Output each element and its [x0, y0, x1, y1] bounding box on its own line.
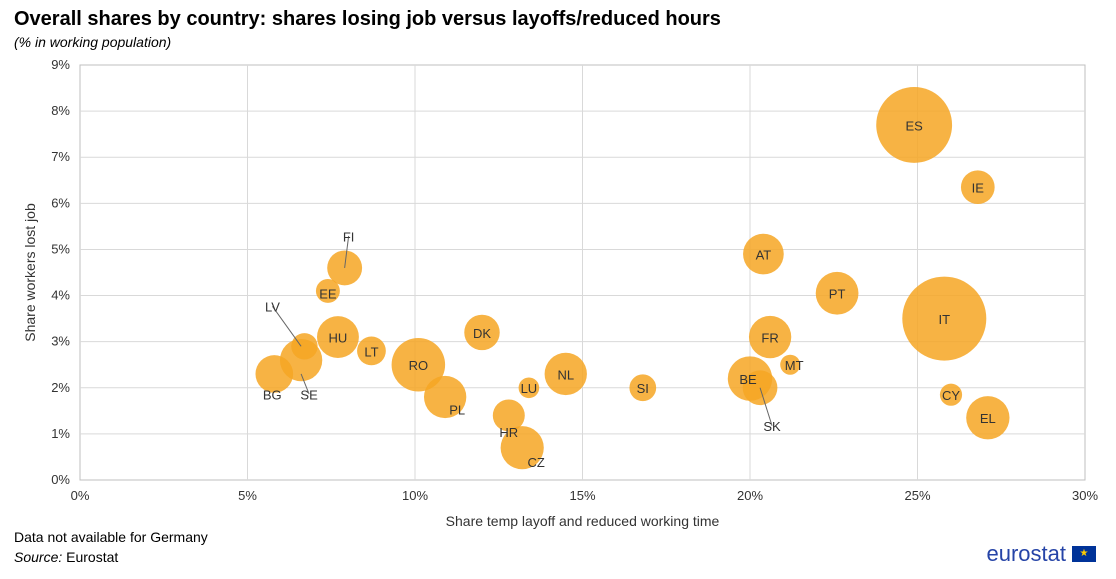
- label-MT: MT: [785, 358, 804, 373]
- label-EE: EE: [319, 286, 337, 301]
- label-FI: FI: [343, 229, 355, 244]
- label-LV: LV: [265, 300, 280, 315]
- source-value: Eurostat: [66, 549, 118, 565]
- svg-text:5%: 5%: [51, 241, 70, 256]
- svg-text:1%: 1%: [51, 426, 70, 441]
- svg-text:3%: 3%: [51, 334, 70, 349]
- label-IT: IT: [939, 312, 951, 327]
- label-HU: HU: [329, 330, 348, 345]
- svg-text:4%: 4%: [51, 288, 70, 303]
- label-SE: SE: [300, 388, 318, 403]
- label-RO: RO: [409, 358, 429, 373]
- svg-text:2%: 2%: [51, 380, 70, 395]
- label-CZ: CZ: [528, 455, 545, 470]
- svg-text:0%: 0%: [51, 472, 70, 487]
- chart-title: Overall shares by country: shares losing…: [14, 8, 721, 31]
- chart-subtitle: (% in working population): [14, 34, 171, 50]
- svg-text:7%: 7%: [51, 149, 70, 164]
- svg-text:0%: 0%: [71, 488, 90, 503]
- label-LU: LU: [521, 381, 538, 396]
- svg-text:15%: 15%: [569, 488, 595, 503]
- svg-text:6%: 6%: [51, 195, 70, 210]
- label-EL: EL: [980, 411, 996, 426]
- label-BG: BG: [263, 387, 282, 402]
- label-PT: PT: [829, 287, 846, 302]
- svg-text:9%: 9%: [51, 57, 70, 72]
- label-PL: PL: [449, 402, 465, 417]
- label-ES: ES: [905, 118, 923, 133]
- source: Source: Eurostat: [14, 549, 118, 565]
- label-SK: SK: [763, 419, 781, 434]
- label-DK: DK: [473, 326, 491, 341]
- svg-text:5%: 5%: [238, 488, 257, 503]
- label-IE: IE: [972, 181, 985, 196]
- svg-text:25%: 25%: [904, 488, 930, 503]
- svg-text:8%: 8%: [51, 103, 70, 118]
- label-CY: CY: [942, 388, 960, 403]
- scatter-plot: 0% 5% 10% 15% 20% 25% 30% 0% 1% 2% 3% 4% 5% 6% 7% 8% 9% S…: [20, 55, 1105, 550]
- footnote: Data not available for Germany: [14, 529, 208, 545]
- label-LT: LT: [364, 344, 378, 359]
- y-axis-label: Share workers lost job: [22, 203, 38, 342]
- svg-text:30%: 30%: [1072, 488, 1098, 503]
- eurostat-logo: eurostat ★: [987, 541, 1097, 567]
- svg-text:10%: 10%: [402, 488, 428, 503]
- label-AT: AT: [756, 247, 772, 262]
- label-HR: HR: [499, 425, 518, 440]
- label-NL: NL: [557, 367, 574, 382]
- label-FR: FR: [761, 330, 778, 345]
- label-BE: BE: [739, 372, 757, 387]
- source-label: Source:: [14, 549, 62, 565]
- eu-flag-icon: ★: [1072, 546, 1096, 562]
- x-axis-label: Share temp layoff and reduced working ti…: [446, 513, 720, 529]
- logo-text: eurostat: [987, 541, 1067, 567]
- chart-container: { "title": "Overall shares by country: s…: [0, 0, 1116, 579]
- bubble-LV: [291, 333, 317, 359]
- label-SI: SI: [637, 381, 649, 396]
- svg-text:20%: 20%: [737, 488, 763, 503]
